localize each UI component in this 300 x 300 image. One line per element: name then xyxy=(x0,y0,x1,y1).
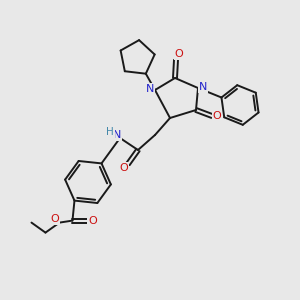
Text: H: H xyxy=(106,127,114,137)
Text: O: O xyxy=(213,111,221,121)
Text: O: O xyxy=(50,214,59,224)
Text: O: O xyxy=(120,163,128,173)
Text: N: N xyxy=(199,82,207,92)
Text: N: N xyxy=(113,130,121,140)
Text: O: O xyxy=(175,49,183,59)
Text: N: N xyxy=(146,84,154,94)
Text: O: O xyxy=(88,216,97,226)
